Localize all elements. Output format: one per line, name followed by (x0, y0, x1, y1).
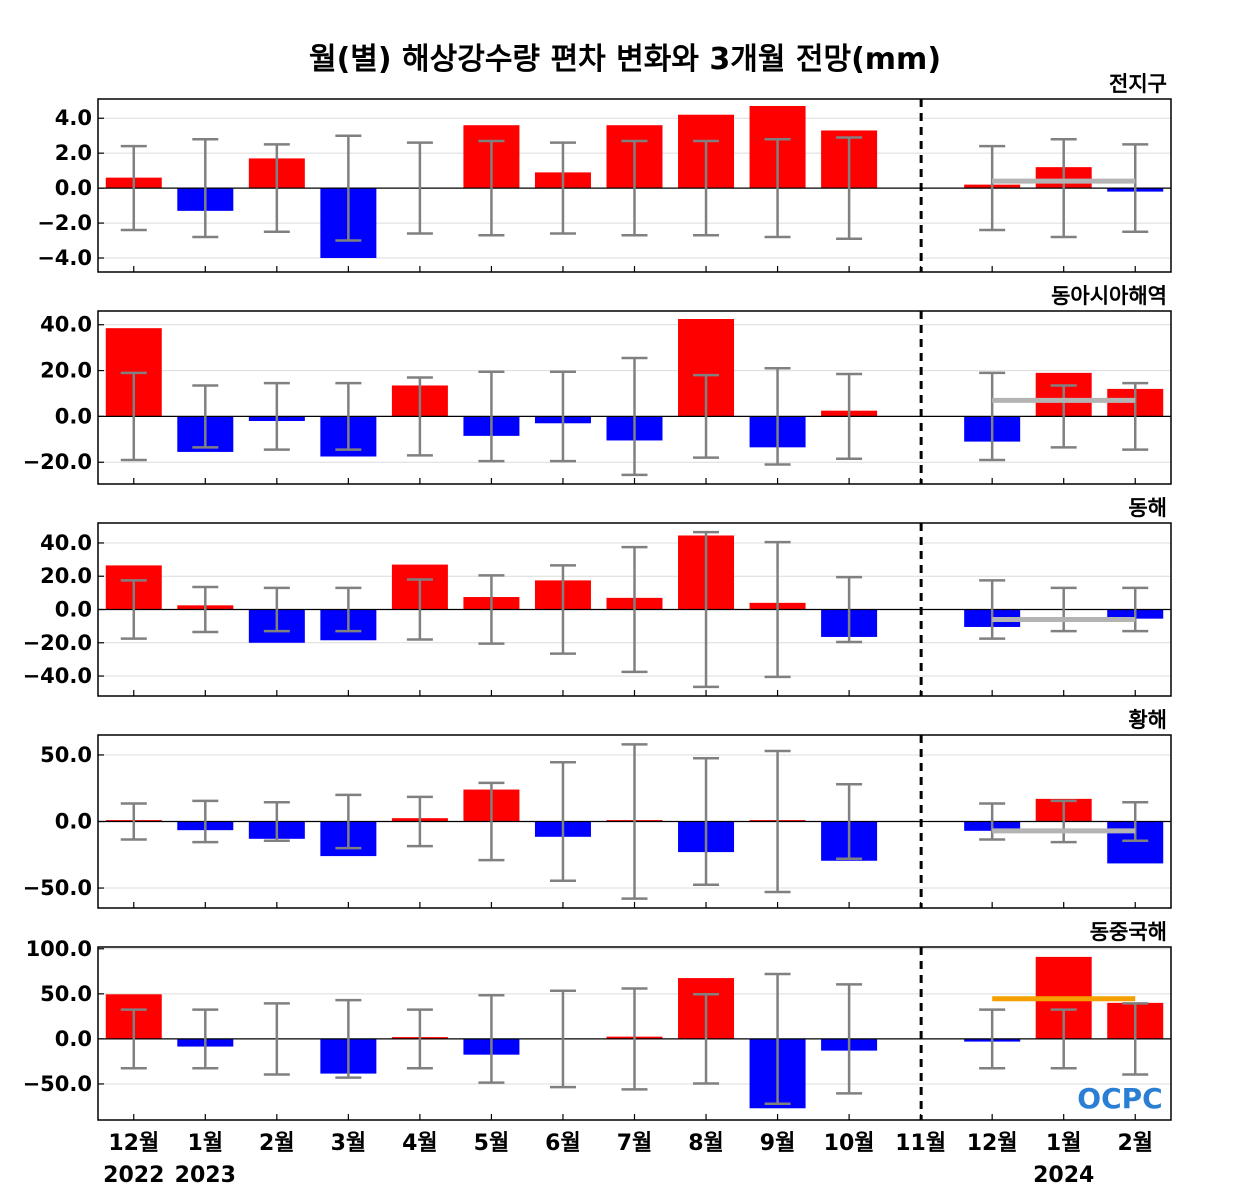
x-tick-label: 8월 (688, 1131, 724, 1156)
panel-4: 100.0 50.0 0.0 −50.0 동중국해 (23, 920, 1172, 1121)
panels-group: 4.0 2.0 0.0 −2.0 −4.0 전지구 40.0 20.0 0.0 −20.0 동아시아… (23, 72, 1172, 1121)
panel-1: 40.0 20.0 0.0 −20.0 동아시아해역 (23, 284, 1172, 485)
x-tick-label: 6월 (545, 1131, 581, 1156)
x-tick-label: 10월 (824, 1131, 875, 1156)
y-tick-label: 20.0 (40, 359, 92, 383)
chart-title: 월(별) 해상강수량 편차 변화와 3개월 전망(mm) (309, 42, 941, 77)
y-tick-label: 40.0 (40, 531, 92, 555)
x-tick-label: 12월 (967, 1131, 1018, 1156)
panel-3: 50.0 0.0 −50.0 황해 (23, 708, 1172, 909)
x-tick-label: 3월 (331, 1131, 367, 1156)
y-tick-label: −20.0 (23, 631, 92, 655)
ocpc-logo: OCPC (1077, 1082, 1162, 1115)
y-tick-label: 0.0 (55, 176, 92, 200)
y-tick-label: 100.0 (26, 937, 92, 961)
y-tick-label: 0.0 (55, 810, 92, 834)
region-label: 전지구 (1109, 72, 1167, 96)
y-tick-label: 0.0 (55, 404, 92, 428)
x-tick-label: 12월 (108, 1131, 159, 1156)
y-tick-label: −4.0 (37, 246, 92, 270)
x-tick-label: 11월 (895, 1131, 946, 1156)
year-label: 2023 (175, 1163, 236, 1188)
region-label: 동중국해 (1090, 920, 1167, 944)
year-label: 2024 (1033, 1163, 1094, 1188)
y-tick-label: 0.0 (55, 598, 92, 622)
panel-0: 4.0 2.0 0.0 −2.0 −4.0 전지구 (37, 72, 1172, 273)
year-label: 2022 (103, 1163, 164, 1188)
x-tick-label: 1월 (1046, 1131, 1082, 1156)
y-tick-label: −50.0 (23, 1072, 92, 1096)
y-tick-label: 50.0 (40, 982, 92, 1006)
x-tick-label: 1월 (188, 1131, 224, 1156)
y-tick-label: 4.0 (55, 106, 92, 130)
panel-2: 40.0 20.0 0.0 −20.0 −40.0 동해 (23, 496, 1172, 697)
x-tick-label: 2월 (259, 1131, 295, 1156)
x-tick-label: 4월 (402, 1131, 438, 1156)
x-tick-label: 7월 (617, 1131, 653, 1156)
y-tick-label: 20.0 (40, 564, 92, 588)
region-label: 황해 (1128, 708, 1167, 732)
y-tick-label: −50.0 (23, 876, 92, 900)
x-tick-label: 5월 (474, 1131, 510, 1156)
y-tick-label: −2.0 (37, 211, 92, 235)
region-label: 동해 (1128, 496, 1167, 520)
y-tick-label: −20.0 (23, 450, 92, 474)
x-axis-labels: 12월 1월 2월 3월 4월 5월 6월 7월 8월 9월 10월 11월 12월 1월 2월 2022 20… (103, 1131, 1153, 1188)
x-tick-label: 9월 (760, 1131, 796, 1156)
y-tick-label: 2.0 (55, 141, 92, 165)
y-tick-label: −40.0 (23, 664, 92, 688)
region-label: 동아시아해역 (1051, 284, 1167, 308)
x-tick-label: 2월 (1117, 1131, 1153, 1156)
y-tick-label: 40.0 (40, 313, 92, 337)
y-tick-label: 0.0 (55, 1027, 92, 1051)
y-tick-label: 50.0 (40, 743, 92, 767)
